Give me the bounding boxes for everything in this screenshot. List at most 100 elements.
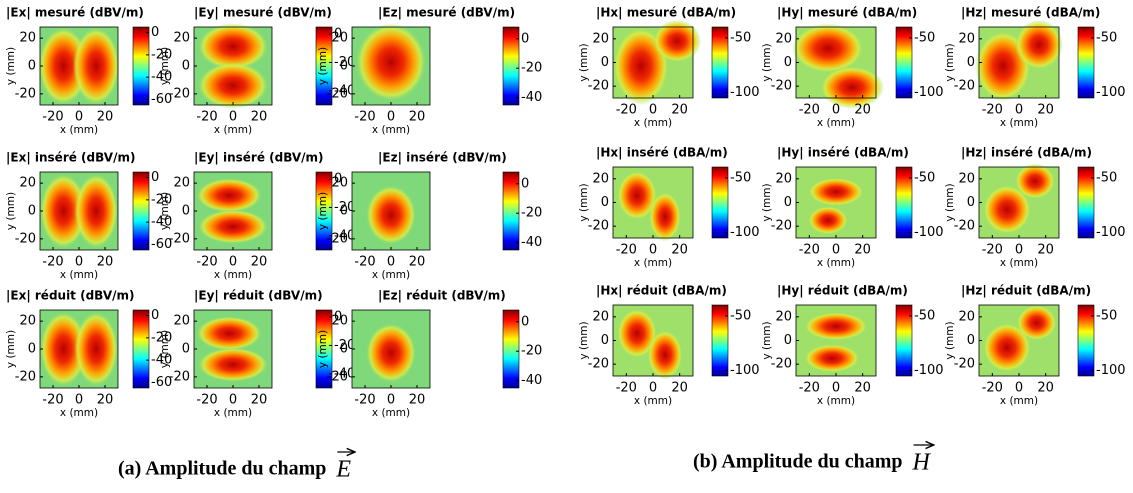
heatmap-blob bbox=[197, 62, 269, 109]
x-tick-label: -20 bbox=[354, 255, 375, 270]
colorbar-tick-label: -20 bbox=[151, 192, 172, 207]
x-tick-label: 0 bbox=[649, 381, 657, 396]
x-axis-label: x (mm) bbox=[60, 124, 98, 136]
y-axis-label: y (mm) bbox=[5, 330, 17, 368]
heatmap-blob bbox=[1015, 19, 1063, 70]
x-tick-label: -20 bbox=[196, 393, 217, 408]
x-tick-label: -20 bbox=[982, 381, 1003, 396]
y-axis-label: y (mm) bbox=[761, 321, 773, 359]
heatmap-blob bbox=[820, 66, 884, 109]
x-tick-label: -20 bbox=[354, 110, 375, 125]
y-tick-label: -20 bbox=[169, 369, 190, 384]
heatmap-blob bbox=[1015, 163, 1055, 199]
x-tick-label: 20 bbox=[409, 255, 426, 270]
colorbar-tick-label: -50 bbox=[730, 308, 751, 323]
y-tick-label: 20 bbox=[331, 31, 348, 46]
x-tick-label: 0 bbox=[649, 243, 657, 258]
panel-title: |Ez| mesuré (dBV/m) bbox=[378, 6, 515, 20]
x-tick-label: 20 bbox=[97, 110, 114, 125]
y-tick-label: 20 bbox=[173, 176, 190, 191]
x-tick-label: -20 bbox=[354, 393, 375, 408]
colorbar-tick-label: -40 bbox=[151, 353, 172, 368]
x-axis-label: x (mm) bbox=[634, 395, 672, 407]
panel-title: |Hz| inséré (dBA/m) bbox=[961, 146, 1092, 160]
y-axis-label: y (mm) bbox=[578, 321, 590, 359]
y-tick-label: 20 bbox=[19, 314, 36, 329]
y-tick-label: 0 bbox=[967, 195, 975, 210]
y-tick-label: 0 bbox=[601, 195, 609, 210]
x-axis-label: x (mm) bbox=[817, 257, 855, 269]
x-axis-label: x (mm) bbox=[817, 117, 855, 129]
heatmap-blob bbox=[40, 311, 87, 387]
colorbar-tick-label: -20 bbox=[334, 338, 355, 353]
x-tick-label: 0 bbox=[387, 110, 395, 125]
x-tick-label: 0 bbox=[387, 255, 395, 270]
x-tick-label: -20 bbox=[42, 110, 63, 125]
colorbar bbox=[132, 171, 150, 251]
x-tick-label: 20 bbox=[97, 255, 114, 270]
x-axis-label: x (mm) bbox=[214, 407, 252, 419]
heatmap-blob bbox=[196, 178, 262, 213]
heatmap-blob bbox=[804, 344, 860, 373]
colorbar-tick-label: -40 bbox=[521, 235, 542, 250]
x-tick-label: 0 bbox=[229, 393, 237, 408]
y-tick-label: 20 bbox=[173, 31, 190, 46]
x-tick-label: 0 bbox=[75, 110, 83, 125]
colorbar-tick-label: -20 bbox=[151, 330, 172, 345]
colorbar-tick-label: -50 bbox=[914, 308, 935, 323]
colorbar bbox=[1077, 304, 1095, 377]
colorbar-tick-label: -40 bbox=[151, 70, 172, 85]
colorbar bbox=[895, 166, 913, 239]
caption-vector: E bbox=[335, 457, 351, 483]
colorbar-tick-label: 0 bbox=[521, 176, 529, 191]
x-tick-label: 20 bbox=[1037, 381, 1054, 396]
panel-title: |Hx| réduit (dBA/m) bbox=[596, 284, 727, 298]
colorbar-tick-label: 0 bbox=[521, 31, 529, 46]
y-tick-label: 20 bbox=[19, 176, 36, 191]
x-axis-label: x (mm) bbox=[1000, 117, 1038, 129]
panel-title: |Hx| mesuré (dBA/m) bbox=[596, 6, 736, 20]
x-tick-label: 0 bbox=[387, 393, 395, 408]
y-tick-label: -20 bbox=[588, 219, 609, 234]
colorbar bbox=[711, 166, 729, 239]
y-tick-label: -20 bbox=[771, 79, 792, 94]
colorbar-tick-label: -50 bbox=[1096, 170, 1117, 185]
colorbar-tick-label: -100 bbox=[730, 85, 760, 100]
colorbar-tick-label: -20 bbox=[521, 61, 542, 76]
x-axis-label: x (mm) bbox=[372, 269, 410, 281]
heatmap-blob bbox=[617, 170, 657, 221]
y-tick-label: -20 bbox=[327, 86, 348, 101]
colorbar-tick-label: -60 bbox=[151, 237, 172, 252]
x-tick-label: 20 bbox=[1037, 103, 1054, 118]
x-tick-label: 0 bbox=[832, 103, 840, 118]
colorbar-tick-label: 0 bbox=[521, 314, 529, 329]
y-tick-label: -20 bbox=[771, 357, 792, 372]
heatmap-blob bbox=[983, 184, 1031, 235]
x-tick-label: -20 bbox=[616, 381, 637, 396]
colorbar bbox=[711, 304, 729, 377]
heatmap-blob bbox=[38, 27, 89, 105]
panel-title: |Hz| mesuré (dBA/m) bbox=[961, 6, 1100, 20]
x-axis-label: x (mm) bbox=[634, 257, 672, 269]
colorbar-tick-label: -40 bbox=[334, 366, 355, 381]
y-tick-label: 0 bbox=[967, 55, 975, 70]
caption-vector: H bbox=[912, 450, 932, 476]
x-axis-label: x (mm) bbox=[372, 124, 410, 136]
x-tick-label: 0 bbox=[832, 381, 840, 396]
y-tick-label: 0 bbox=[182, 204, 190, 219]
y-tick-label: -20 bbox=[327, 369, 348, 384]
panel-title: |Ex| mesuré (dBV/m) bbox=[6, 6, 144, 20]
colorbar-tick-label: 0 bbox=[151, 170, 159, 185]
y-tick-label: -20 bbox=[771, 219, 792, 234]
colorbar-tick-label: -60 bbox=[151, 92, 172, 107]
x-axis-label: x (mm) bbox=[372, 407, 410, 419]
caption: (b) Amplitude du champ bbox=[693, 451, 903, 473]
colorbar bbox=[315, 309, 333, 389]
colorbar-tick-label: -100 bbox=[1096, 225, 1126, 240]
y-tick-label: -20 bbox=[588, 357, 609, 372]
y-tick-label: 20 bbox=[958, 31, 975, 46]
x-tick-label: 20 bbox=[671, 243, 688, 258]
y-tick-label: 0 bbox=[340, 342, 348, 357]
y-tick-label: 20 bbox=[775, 171, 792, 186]
